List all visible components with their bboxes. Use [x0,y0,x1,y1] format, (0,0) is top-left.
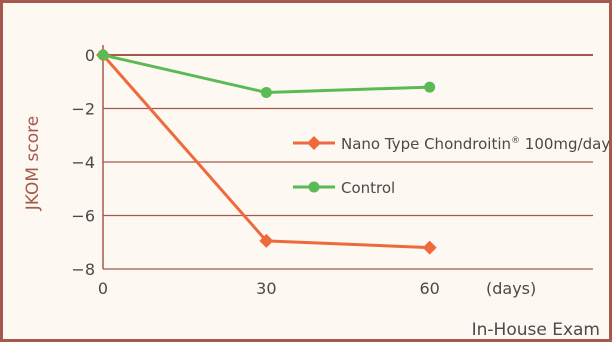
line-chart: 0−2−4−6−80 30 60 Nano Type Chondroitin® 10… [23,45,610,340]
footer-label: In-House Exam [472,320,600,340]
y-tick-label-4: −8 [71,260,95,279]
legend-label-registered-mark: ® [511,136,520,146]
data-point-s1-0 [97,49,109,61]
legend-label-main: Nano Type Chondroitin [341,135,511,153]
data-point-s1-1 [260,86,272,98]
legend: Nano Type Chondroitin® 100mg/day Control [293,135,610,197]
y-tick-label-0: 0 [85,46,95,65]
legend-label-1: Control [341,179,395,197]
series-lines [96,48,437,255]
y-tick-label-3: −6 [71,207,95,226]
legend-label-dose: 100mg/day [520,135,610,153]
y-tick-label-1: −2 [71,100,95,119]
x-tick-label-2: 60 [419,279,439,298]
y-tick-label-2: −4 [71,153,95,172]
data-point-s0-2 [422,240,437,255]
data-point-s0-1 [259,233,274,248]
x-tick-label-1: 30 [256,279,276,298]
grid-lines [103,54,593,270]
y-axis-label: JKOM score [23,116,43,211]
series-line-1 [102,53,430,94]
tick-labels: 0−2−4−6−80 30 60 [71,46,439,298]
legend-marker-0 [307,136,321,150]
x-axis-unit-label: (days) [486,279,536,298]
data-point-s1-2 [424,81,436,93]
legend-marker-1 [308,181,320,193]
x-tick-label-0: 0 [98,279,108,298]
legend-label-0: Nano Type Chondroitin® 100mg/day [341,135,610,153]
